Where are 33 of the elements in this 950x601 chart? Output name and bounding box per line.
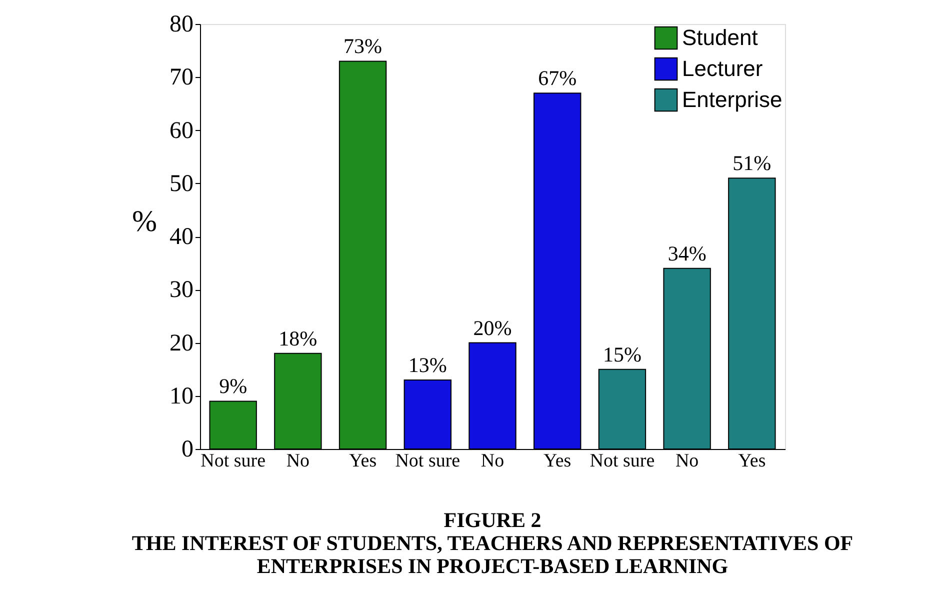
data-label: 13% (408, 352, 447, 377)
y-tick-label: 30 (170, 277, 194, 304)
y-tick-label: 40 (170, 224, 194, 250)
x-tick-label: Not sure (200, 450, 266, 472)
y-tick-label: 70 (170, 64, 194, 91)
x-tick-label: Yes (544, 450, 572, 472)
text: FIGURE 2 (444, 508, 542, 532)
data-label: 18% (278, 326, 318, 350)
data-label: 67% (538, 66, 577, 90)
x-tick-label: Yes (348, 450, 377, 472)
y-tick-label: 20 (170, 330, 194, 356)
data-label: 51% (732, 151, 772, 176)
y-tick-label: 0 (182, 436, 194, 462)
x-tick-label: No (675, 450, 699, 472)
data-label: 9% (219, 374, 248, 398)
legend-label: Student (682, 25, 758, 50)
data-label: 73% (344, 34, 382, 58)
legend-label: Enterprise (682, 87, 782, 112)
x-tick-label: No (286, 450, 310, 472)
y-tick-label: 10 (170, 383, 194, 410)
data-label: 20% (473, 316, 512, 340)
legend-label: Lecturer (682, 56, 763, 81)
text: THE INTEREST OF STUDENTS, TEACHERS AND REPRESENTATIVES OF ENTERPRISES IN PROJECT-BASED LEARNING (132, 531, 854, 578)
y-tick-label: 60 (170, 118, 194, 144)
x-tick-label: Not sure (395, 450, 460, 472)
data-label: 15% (602, 342, 642, 366)
x-tick-label: Not sure (590, 450, 655, 472)
data-label: 34% (668, 241, 706, 266)
x-tick-label: Yes (738, 450, 766, 472)
x-tick-label: No (480, 450, 504, 472)
y-axis-title: % (132, 205, 157, 238)
y-tick-label: 80 (170, 12, 194, 38)
y-tick-label: 50 (170, 170, 194, 197)
